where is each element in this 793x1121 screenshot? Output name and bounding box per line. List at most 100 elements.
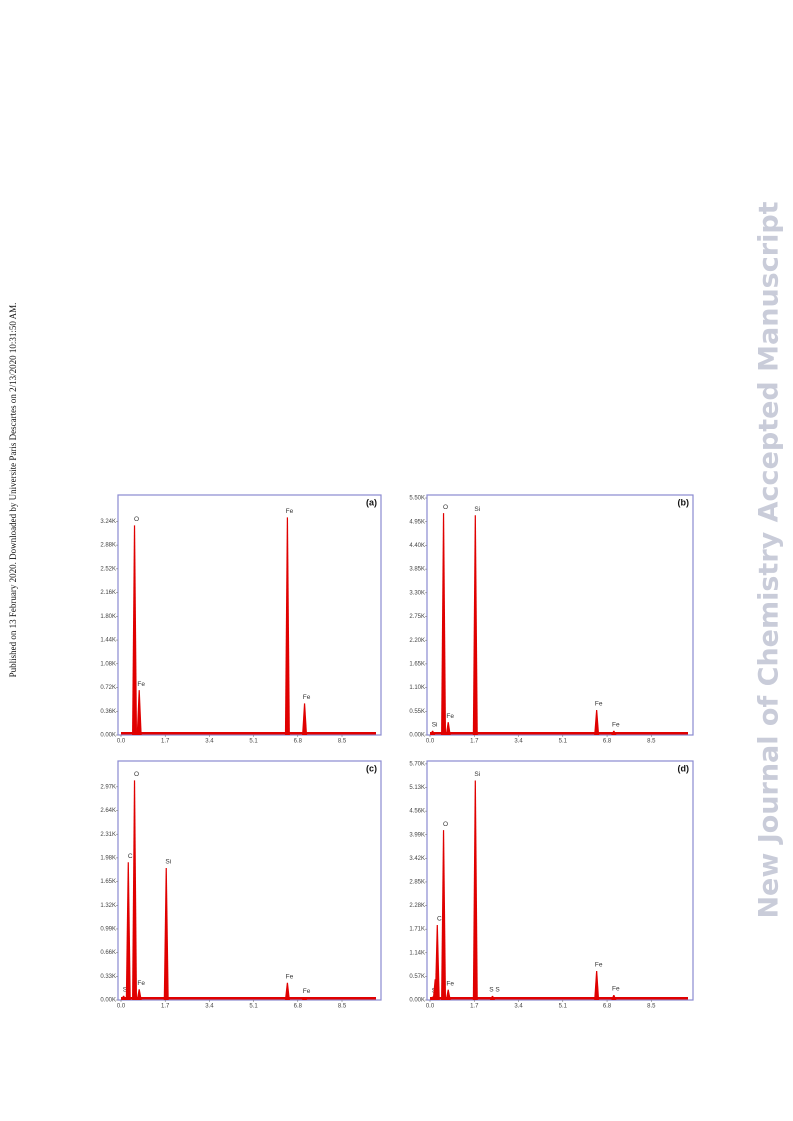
spectrum-peak — [132, 780, 138, 1000]
spectrum-peak — [611, 730, 617, 735]
background-continuum — [430, 732, 688, 735]
peak-label: O — [134, 771, 139, 778]
spectrum-peak — [445, 989, 451, 1000]
x-tick-label: 8.5 — [647, 739, 656, 745]
peak-label: Fe — [137, 980, 145, 987]
y-tick-label: 2.16K — [100, 590, 116, 596]
y-tick-label: 2.20K — [409, 638, 425, 644]
x-tick-label: 0.0 — [426, 1004, 435, 1010]
peak-label: C — [128, 853, 133, 860]
x-tick-label: 0.0 — [117, 739, 126, 745]
plot-frame — [117, 494, 382, 736]
x-tick-label: 3.4 — [205, 739, 214, 745]
y-tick-label: 0.72K — [100, 685, 116, 691]
x-tick-label: 0.0 — [117, 1004, 126, 1010]
y-tick-label: 4.95K — [409, 519, 425, 525]
y-tick-label: 0.00K — [100, 998, 116, 1004]
x-tick-label: 6.8 — [294, 739, 303, 745]
spectrum-peak — [594, 971, 600, 1000]
x-tick-label: 5.1 — [559, 739, 568, 745]
y-tick-label: 0.99K — [100, 927, 116, 933]
peak-label: Si — [165, 859, 171, 866]
y-tick-label: 5.50K — [409, 496, 425, 502]
y-tick-label: 0.00K — [409, 733, 425, 739]
y-tick-label: 3.99K — [409, 832, 425, 838]
spectrum-peak — [434, 925, 440, 1000]
x-tick-label: 5.1 — [559, 1004, 568, 1010]
background-continuum — [121, 997, 376, 1000]
x-tick-label: 6.8 — [603, 1004, 612, 1010]
x-tick-label: 0.0 — [426, 739, 435, 745]
peak-label: O — [134, 516, 139, 523]
plot-frame — [426, 494, 694, 736]
panel-label: (d) — [678, 763, 690, 773]
y-tick-label: 2.85K — [409, 880, 425, 886]
y-tick-label: 0.36K — [100, 709, 116, 715]
x-tick-label: 8.5 — [647, 1004, 656, 1010]
y-tick-label: 1.14K — [409, 950, 425, 956]
y-tick-label: 0.57K — [409, 974, 425, 980]
y-tick-label: 2.28K — [409, 903, 425, 909]
y-tick-label: 1.80K — [100, 614, 116, 620]
peak-label: O — [443, 504, 448, 511]
y-tick-label: 1.71K — [409, 927, 425, 933]
x-tick-label: 6.8 — [603, 739, 612, 745]
spectrum-peak — [441, 830, 447, 1000]
x-tick-label: 1.7 — [470, 739, 479, 745]
y-tick-label: 4.56K — [409, 809, 425, 815]
y-tick-label: 0.55K — [409, 709, 425, 715]
peak-label: Si — [474, 506, 480, 513]
panel-label: (b) — [678, 497, 690, 507]
y-tick-label: 3.85K — [409, 567, 425, 573]
spectrum-peak — [489, 995, 495, 1000]
peak-label: C — [437, 916, 442, 923]
peak-label: O — [443, 821, 448, 828]
peak-label: Fe — [612, 721, 620, 728]
x-tick-label: 8.5 — [338, 1004, 347, 1010]
side-note: Published on 13 February 2020. Downloade… — [8, 303, 18, 678]
x-tick-label: 3.4 — [514, 739, 523, 745]
y-tick-label: 2.88K — [100, 543, 116, 549]
y-tick-label: 2.31K — [100, 832, 116, 838]
spectrum-peak — [121, 995, 127, 1000]
spectrum-peak — [132, 525, 138, 735]
background-continuum — [121, 732, 376, 735]
plot-frame — [117, 760, 382, 1001]
peak-label: Fe — [446, 713, 454, 720]
y-tick-label: 1.10K — [409, 685, 425, 691]
x-tick-label: 5.1 — [249, 739, 258, 745]
peak-label: Fe — [303, 988, 311, 995]
spectrum-peak — [611, 995, 617, 1000]
peak-label: Fe — [286, 973, 294, 980]
peak-label: Si — [123, 986, 129, 993]
y-tick-label: 5.13K — [409, 785, 425, 791]
panel-label: (a) — [366, 497, 377, 507]
y-tick-label: 1.98K — [100, 855, 116, 861]
peak-label: Si — [474, 771, 480, 778]
spectrum-peak — [594, 710, 600, 735]
y-tick-label: 5.70K — [409, 761, 425, 767]
spectrum-peak — [284, 982, 290, 1000]
y-tick-label: 2.97K — [100, 784, 116, 790]
peak-label: Si — [432, 721, 438, 728]
peak-label: Fe — [286, 508, 294, 515]
spectrum-peak — [136, 989, 142, 1000]
spectrum-peak — [302, 997, 308, 1000]
x-tick-label: 1.7 — [161, 1004, 170, 1010]
peak-label: Fe — [595, 962, 603, 969]
y-tick-label: 1.08K — [100, 661, 116, 667]
spectrum-peak — [136, 690, 142, 735]
plot-frame — [426, 760, 694, 1001]
y-tick-label: 2.75K — [409, 614, 425, 620]
spectrum-peak — [472, 780, 478, 1000]
y-tick-label: 3.42K — [409, 856, 425, 862]
x-tick-label: 5.1 — [249, 1004, 258, 1010]
y-tick-label: 0.00K — [100, 733, 116, 739]
y-tick-label: 0.66K — [100, 950, 116, 956]
y-tick-label: 3.30K — [409, 590, 425, 596]
watermark: New Journal of Chemistry Accepted Manusc… — [754, 201, 785, 918]
x-tick-label: 6.8 — [294, 1004, 303, 1010]
x-tick-label: 8.5 — [338, 739, 347, 745]
y-tick-label: 2.52K — [100, 566, 116, 572]
